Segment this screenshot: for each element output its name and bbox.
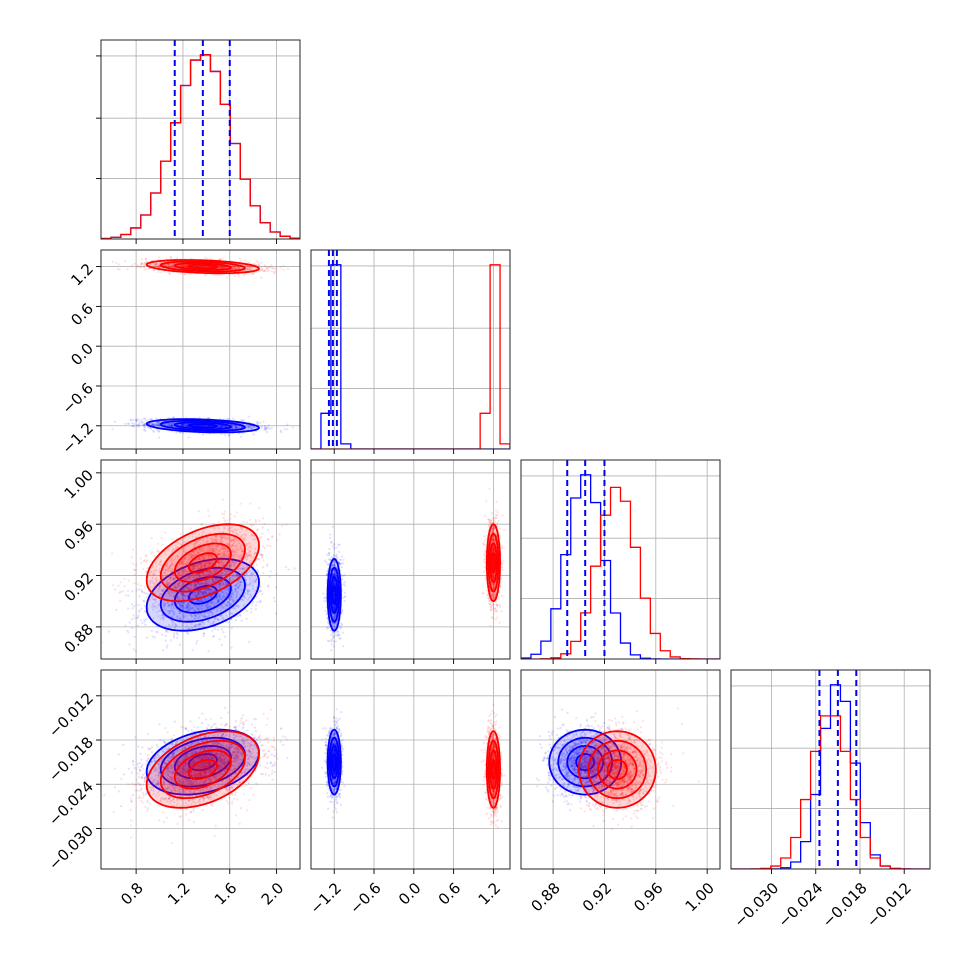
contour-series-1-level-3	[145, 523, 260, 603]
panel-frame	[520, 459, 721, 660]
contour-series-1-level-0	[187, 552, 218, 574]
panel-frame	[310, 249, 511, 450]
contour-series-0-level-0	[187, 423, 218, 429]
y-tick-label: −0.018	[45, 733, 97, 785]
contour-series-0-level-3	[145, 558, 260, 632]
panel-1-0	[96, 249, 301, 454]
contour-series-1-level-3	[145, 730, 260, 809]
corner-panels	[96, 39, 931, 874]
panel-frame	[100, 669, 301, 870]
y-tick-label: 0.88	[61, 620, 97, 656]
panel-3-0	[96, 669, 301, 874]
panel-3-2	[520, 669, 721, 874]
histogram-series-1	[311, 264, 510, 449]
y-tick-label: −1.2	[59, 419, 97, 457]
x-tick-label: 2.0	[258, 879, 288, 909]
contour-series-1-level-0	[187, 264, 218, 270]
panel-3-1	[310, 669, 511, 874]
panel-2-1	[310, 459, 511, 664]
x-tick-label: −0.018	[819, 879, 871, 931]
x-tick-label: 0.0	[395, 879, 425, 909]
y-tick-label: 0.92	[61, 569, 97, 605]
histogram-series-0	[731, 684, 930, 869]
x-tick-label: 1.6	[211, 879, 241, 909]
contour-series-1-level-0	[187, 759, 218, 780]
y-tick-label: 1.2	[67, 260, 97, 290]
contour-series-0-level-0	[331, 584, 337, 605]
panel-frame	[100, 39, 301, 240]
y-tick-label: 0.96	[61, 517, 97, 553]
histogram-series-0	[311, 264, 510, 449]
contour-series-1-level-2	[587, 739, 648, 800]
panel-1-1	[310, 249, 511, 454]
x-tick-label: −0.024	[775, 879, 827, 931]
x-tick-label: 1.00	[682, 879, 718, 915]
contour-series-1-level-1	[173, 542, 232, 583]
y-tick-label: −0.030	[45, 822, 97, 874]
panel-frame	[100, 249, 301, 450]
panel-2-0	[96, 459, 301, 664]
panel-frame	[520, 669, 721, 870]
contour-series-0-level-1	[330, 575, 339, 614]
contour-series-1-level-1	[597, 749, 638, 790]
contour-series-1-level-1	[489, 749, 498, 790]
y-tick-label: 0.6	[67, 300, 97, 330]
contour-series-1-level-3	[577, 730, 657, 809]
x-tick-label: 0.96	[630, 879, 666, 915]
x-tick-label: 1.2	[475, 879, 505, 909]
histogram-series-1	[101, 54, 300, 239]
x-tick-label: 1.2	[164, 879, 194, 909]
contour-series-1-level-0	[490, 758, 496, 781]
panel-0-0	[96, 39, 301, 244]
panel-2-2	[520, 459, 721, 664]
x-tick-label: 0.92	[579, 879, 615, 915]
x-tick-label: −0.030	[730, 879, 782, 931]
contour-series-1-level-0	[606, 758, 628, 781]
y-tick-label: 0.0	[67, 339, 97, 369]
x-tick-label: −1.2	[306, 879, 344, 917]
x-tick-label: 0.6	[435, 879, 465, 909]
contour-series-0-level-1	[566, 744, 605, 780]
y-tick-label: −0.6	[59, 379, 97, 417]
contour-series-1-level-2	[159, 532, 246, 593]
x-tick-label: 0.8	[117, 879, 147, 909]
contour-series-1-level-1	[489, 542, 498, 583]
contour-series-0-level-1	[330, 744, 339, 780]
panel-frame	[100, 459, 301, 660]
x-tick-label: −0.012	[863, 879, 915, 931]
histogram-series-1	[731, 715, 930, 869]
histogram-series-0	[521, 474, 720, 659]
histogram-series-0	[101, 54, 300, 239]
panel-3-3	[730, 669, 931, 874]
panel-frame	[310, 459, 511, 660]
contour-series-1-level-0	[490, 552, 496, 574]
contour-series-1-level-1	[173, 749, 232, 790]
panel-frame	[310, 669, 511, 870]
panel-frame	[730, 669, 931, 870]
y-tick-label: −0.012	[45, 689, 97, 741]
x-tick-label: −0.6	[346, 879, 384, 917]
contour-series-0-level-0	[331, 752, 337, 772]
y-tick-label: 1.00	[61, 466, 97, 502]
x-tick-label: 0.88	[527, 879, 563, 915]
contour-series-0-level-0	[187, 753, 218, 772]
y-tick-label: −0.024	[45, 778, 97, 830]
contour-series-1-level-2	[159, 739, 246, 800]
